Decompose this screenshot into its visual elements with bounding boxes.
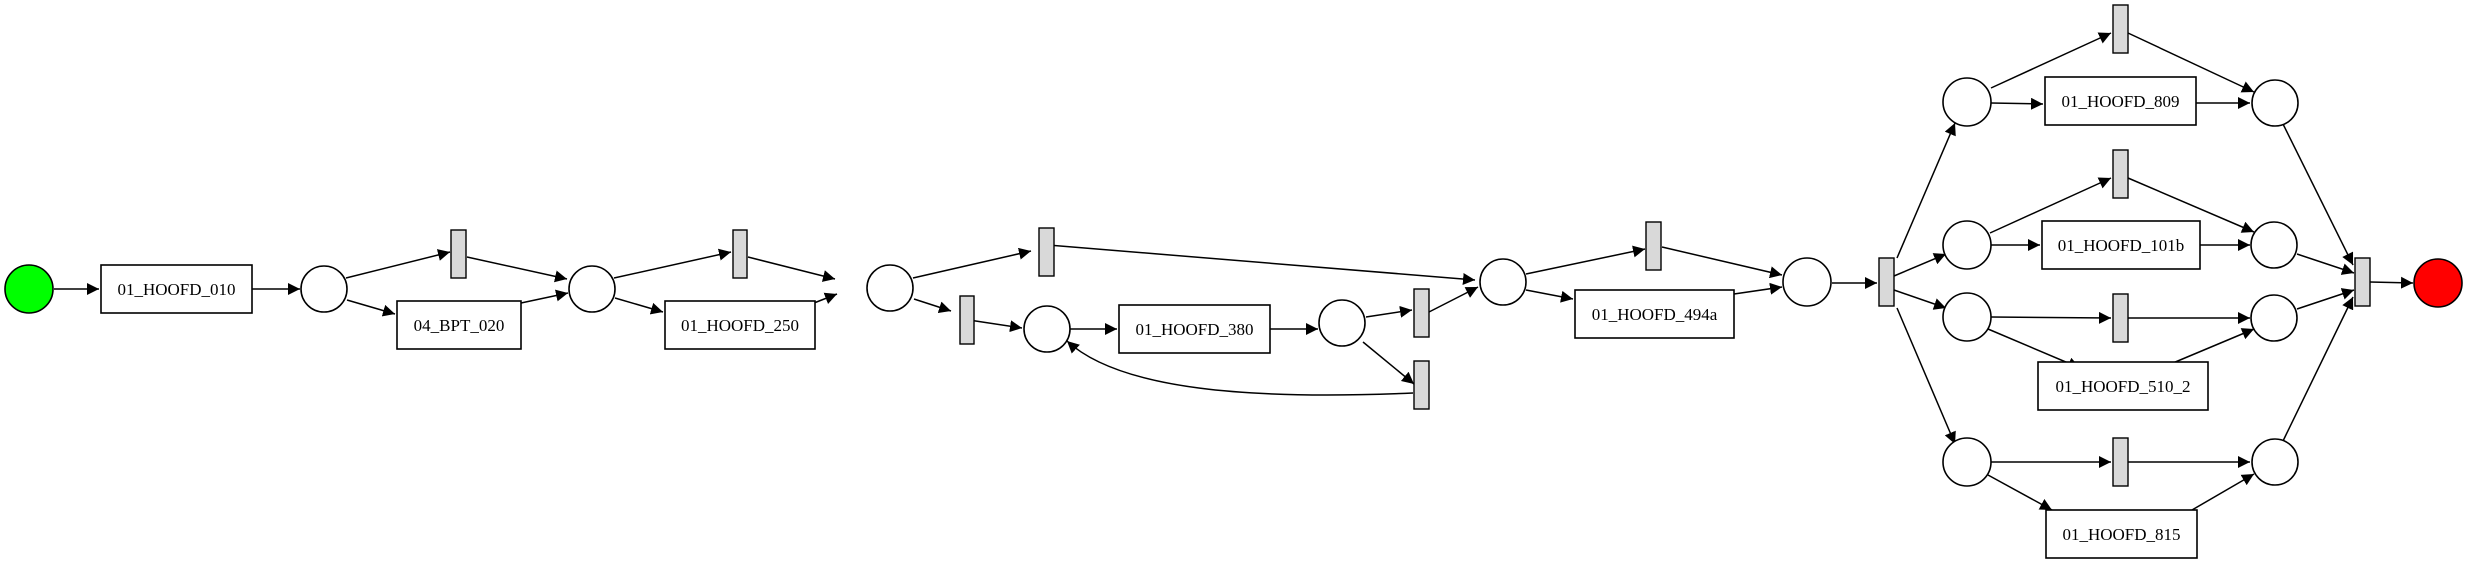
place	[300, 265, 348, 313]
arc	[1987, 474, 2053, 511]
place	[1479, 258, 1527, 306]
task-label: 01_HOOFD_101b	[2058, 236, 2185, 255]
silent-transition	[1413, 360, 1430, 410]
arc	[346, 299, 396, 317]
task-label: 01_HOOFD_380	[1135, 320, 1253, 339]
place	[1023, 305, 1071, 353]
task-label: 01_HOOFD_809	[2061, 92, 2179, 111]
place	[1942, 77, 1992, 127]
places	[4, 77, 2463, 487]
task-label: 01_HOOFD_494a	[1592, 305, 1718, 324]
arc	[1896, 122, 1956, 259]
arc	[1525, 289, 1574, 303]
arc	[1661, 246, 1783, 279]
arc	[747, 256, 836, 282]
place	[2251, 79, 2299, 127]
arc	[520, 289, 569, 304]
arc	[1047, 244, 1476, 285]
arc	[1990, 97, 2044, 110]
place	[2250, 294, 2298, 342]
arc	[2296, 288, 2355, 310]
silent-transition	[732, 229, 748, 279]
place	[866, 264, 914, 312]
arc	[1896, 307, 1956, 445]
place	[2251, 438, 2299, 486]
arc	[1362, 341, 1415, 385]
arc	[2296, 253, 2355, 275]
task-01-hoofd-101b: 01_HOOFD_101b	[2041, 220, 2201, 270]
place	[1782, 257, 1832, 307]
silent-transition	[2112, 4, 2129, 54]
task-label: 01_HOOFD_510_2	[2055, 377, 2190, 396]
silent-transition	[2112, 293, 2129, 343]
arc	[1525, 245, 1646, 275]
task-01-hoofd-010: 01_HOOFD_010	[100, 264, 253, 314]
arc	[1893, 253, 1947, 277]
task-label: 01_HOOFD_815	[2062, 525, 2180, 544]
arc	[466, 256, 568, 283]
place	[2250, 221, 2298, 269]
silent-transition	[2354, 257, 2371, 307]
arc	[2369, 276, 2414, 289]
silent-transition	[2112, 437, 2129, 487]
arc	[613, 248, 732, 279]
arc	[1893, 289, 1947, 310]
place	[568, 265, 616, 313]
arc	[345, 249, 451, 279]
start-place	[4, 264, 54, 314]
arc	[2191, 473, 2255, 511]
arc	[912, 247, 1032, 279]
silent-transition	[1878, 257, 1895, 307]
arc	[1733, 282, 1783, 295]
silent-transition	[2112, 149, 2129, 199]
task-label: 04_BPT_020	[414, 316, 505, 335]
silent-transition	[1038, 227, 1055, 277]
arc	[2127, 32, 2255, 93]
arc	[2282, 296, 2354, 442]
task-01-hoofd-809: 01_HOOFD_809	[2044, 76, 2197, 126]
arc	[1989, 177, 2112, 234]
end-place	[2413, 258, 2463, 308]
silent-transition	[450, 229, 467, 279]
arc	[2127, 177, 2255, 233]
task-04-bpt-020: 04_BPT_020	[396, 300, 522, 350]
silent-transitions	[450, 4, 2371, 487]
task-01-hoofd-815: 01_HOOFD_815	[2045, 509, 2198, 559]
arc	[968, 319, 1023, 333]
task-01-hoofd-494a: 01_HOOFD_494a	[1574, 289, 1735, 339]
silent-transition	[1645, 221, 1662, 271]
arc	[813, 292, 838, 304]
task-label: 01_HOOFD_010	[117, 280, 235, 299]
task-label: 01_HOOFD_250	[681, 316, 799, 335]
task-01-hoofd-250: 01_HOOFD_250	[664, 300, 816, 350]
arc	[1990, 311, 2112, 324]
arc	[614, 297, 664, 315]
place	[1942, 437, 1992, 487]
arc	[1428, 286, 1479, 313]
arc	[1990, 32, 2112, 89]
labeled-transitions: 01_HOOFD_010 04_BPT_020 01_HOOFD_250 01_…	[100, 76, 2209, 559]
arc	[1066, 340, 1414, 396]
place	[1318, 299, 1366, 347]
arc	[913, 298, 952, 314]
task-01-hoofd-510-2: 01_HOOFD_510_2	[2037, 361, 2209, 411]
arc	[1365, 305, 1413, 318]
silent-transition	[1413, 288, 1430, 338]
silent-transition	[959, 295, 975, 345]
place	[1942, 292, 1992, 342]
arc	[2282, 123, 2354, 266]
place	[1942, 220, 1992, 270]
task-01-hoofd-380: 01_HOOFD_380	[1118, 304, 1271, 354]
